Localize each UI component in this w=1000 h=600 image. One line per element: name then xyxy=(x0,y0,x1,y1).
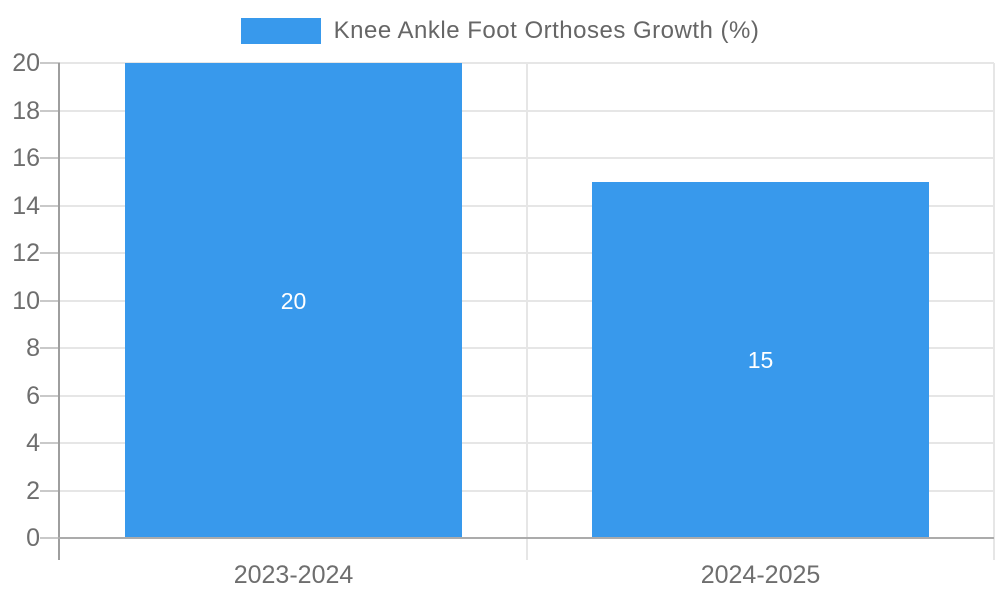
bar-value-label: 20 xyxy=(280,287,307,314)
y-tick xyxy=(40,109,60,112)
y-tick-label: 18 xyxy=(12,96,40,125)
y-tick xyxy=(40,442,60,444)
x-axis-line xyxy=(58,537,994,539)
y-tick xyxy=(40,394,60,397)
y-tick xyxy=(40,489,60,492)
y-tick xyxy=(40,299,60,302)
legend-label[interactable]: Knee Ankle Foot Orthoses Growth (%) xyxy=(333,17,760,44)
bar-value-label: 15 xyxy=(747,346,774,373)
x-gridline xyxy=(526,63,528,560)
y-tick xyxy=(40,157,60,159)
x-tick-label: 2024-2025 xyxy=(700,561,821,589)
x-gridline xyxy=(993,63,995,560)
bar[interactable] xyxy=(592,181,929,537)
legend: Knee Ankle Foot Orthoses Growth (%) xyxy=(0,17,1000,45)
y-tick-label: 6 xyxy=(26,381,40,410)
y-tick-label: 4 xyxy=(26,429,40,457)
y-tick xyxy=(40,204,60,207)
y-tick-label: 10 xyxy=(12,286,40,315)
x-tick-label: 2023-2024 xyxy=(233,561,354,589)
y-tick-label: 14 xyxy=(12,191,40,220)
y-tick xyxy=(40,252,60,254)
legend-swatch[interactable] xyxy=(240,18,321,44)
y-tick-label: 16 xyxy=(12,144,40,172)
y-tick xyxy=(40,537,60,539)
y-tick-label: 8 xyxy=(26,334,40,362)
y-tick-label: 20 xyxy=(12,49,40,77)
bar[interactable] xyxy=(125,63,462,537)
y-tick xyxy=(40,62,60,64)
y-tick xyxy=(40,347,60,349)
y-axis-line xyxy=(58,63,60,560)
y-tick-label: 0 xyxy=(26,524,40,552)
y-tick-label: 12 xyxy=(12,239,40,267)
y-tick-label: 2 xyxy=(26,476,40,505)
